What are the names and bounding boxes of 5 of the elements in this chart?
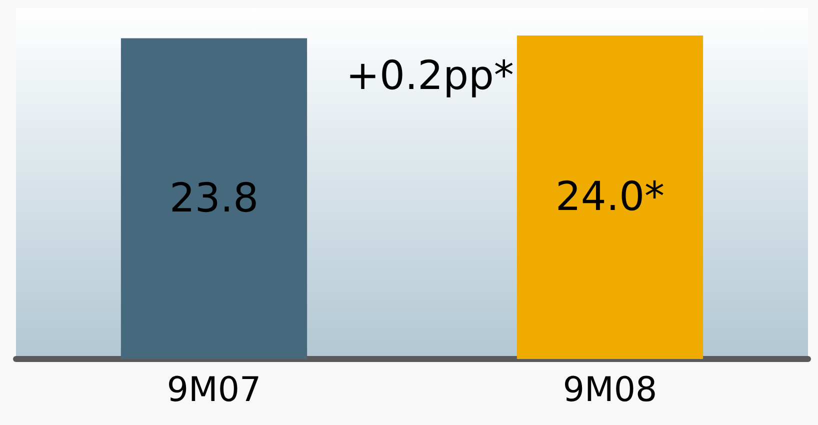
data-label: 23.8 xyxy=(169,176,259,222)
x-tick-label: 9M08 xyxy=(562,370,658,410)
annotation: +0.2pp* xyxy=(346,53,514,99)
data-label: 24.0* xyxy=(555,174,665,220)
x-tick-label: 9M07 xyxy=(166,370,262,410)
